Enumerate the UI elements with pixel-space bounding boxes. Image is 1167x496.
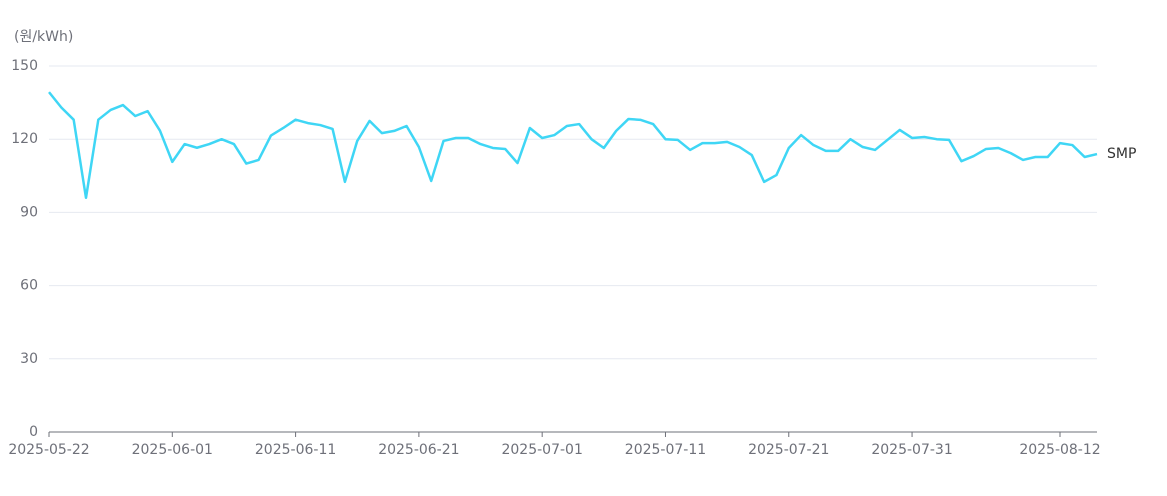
y-tick-label: 120 [11, 131, 38, 147]
y-tick-label: 30 [20, 351, 38, 367]
x-tick-label: 2025-05-22 [8, 442, 89, 458]
x-tick-label: 2025-07-11 [625, 442, 706, 458]
x-tick-label: 2025-07-21 [748, 442, 829, 458]
y-tick-label: 0 [29, 424, 38, 440]
y-tick-label: 60 [20, 278, 38, 294]
x-tick-label: 2025-07-01 [501, 442, 582, 458]
x-tick-label: 2025-06-21 [378, 442, 459, 458]
y-tick-label: 90 [20, 204, 38, 220]
x-tick-label: 2025-08-12 [1019, 442, 1100, 458]
x-tick-label: 2025-07-31 [871, 442, 952, 458]
x-tick-label: 2025-06-11 [255, 442, 336, 458]
series-label: SMP [1107, 146, 1136, 162]
y-tick-label: 150 [11, 58, 38, 74]
series-line [48, 91, 1098, 200]
x-tick-label: 2025-06-01 [132, 442, 213, 458]
y-axis-label: (원/kWh) [14, 29, 73, 45]
